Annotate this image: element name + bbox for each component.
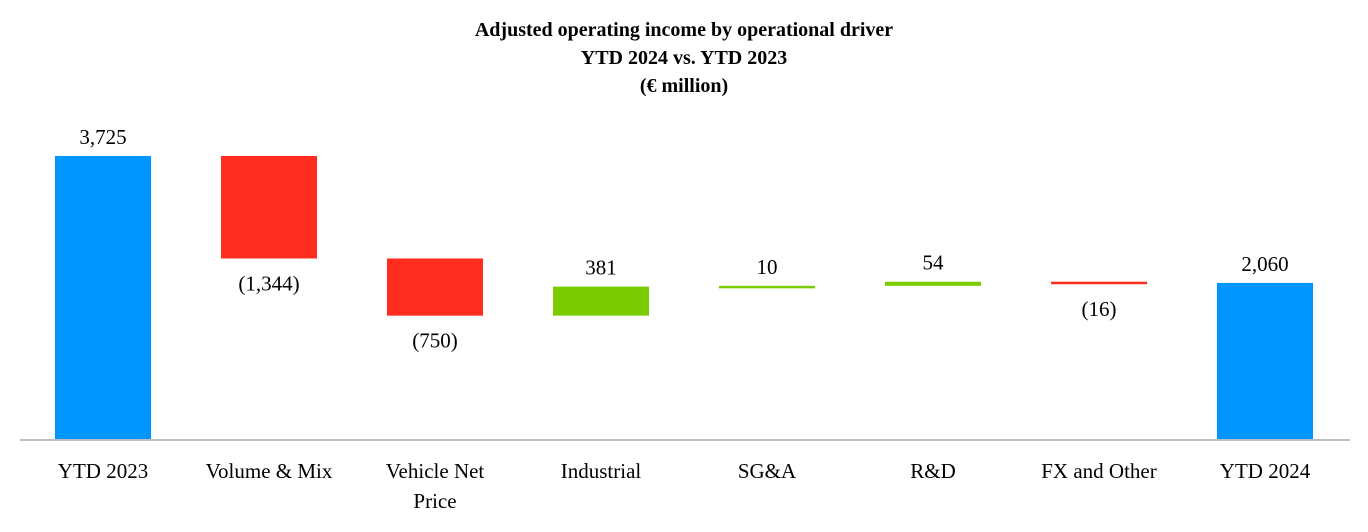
- x-tick-label: Industrial: [561, 459, 642, 483]
- chart-title-line-2: YTD 2024 vs. YTD 2023: [581, 47, 788, 69]
- bar-vehicle-net-price: [387, 258, 483, 316]
- x-tick-label: YTD 2023: [58, 459, 148, 483]
- bar-r-d: [885, 281, 981, 286]
- bar-fx-and-other: [1051, 281, 1147, 285]
- data-label: 54: [923, 251, 945, 275]
- bars-group: 3,725 YTD 2023 (1,344) Volume & Mix (750) Veh…: [55, 125, 1313, 513]
- x-tick-label: FX and Other: [1041, 459, 1156, 483]
- data-label: (1,344): [238, 271, 299, 295]
- x-tick-label: SG&A: [738, 459, 797, 483]
- data-label: (16): [1082, 297, 1117, 321]
- bar-ytd-2023: [55, 156, 151, 440]
- data-label: 10: [757, 255, 778, 279]
- data-label: 381: [585, 256, 617, 280]
- bar-sg-a: [719, 285, 815, 289]
- x-tick-label: R&D: [910, 459, 956, 483]
- x-tick-label: Price: [413, 489, 456, 513]
- chart-title-line-1: Adjusted operating income by operational…: [475, 19, 893, 41]
- x-tick-label: Volume & Mix: [206, 459, 333, 483]
- data-label: 2,060: [1241, 252, 1288, 276]
- x-tick-label: Vehicle Net: [386, 459, 485, 483]
- bar-industrial: [553, 286, 649, 316]
- bar-ytd-2024: [1217, 282, 1313, 440]
- x-tick-label: YTD 2024: [1220, 459, 1311, 483]
- bar-volume-mix: [221, 156, 317, 259]
- data-label: (750): [412, 329, 458, 353]
- chart-title-line-3: (€ million): [640, 75, 728, 97]
- data-label: 3,725: [79, 125, 126, 149]
